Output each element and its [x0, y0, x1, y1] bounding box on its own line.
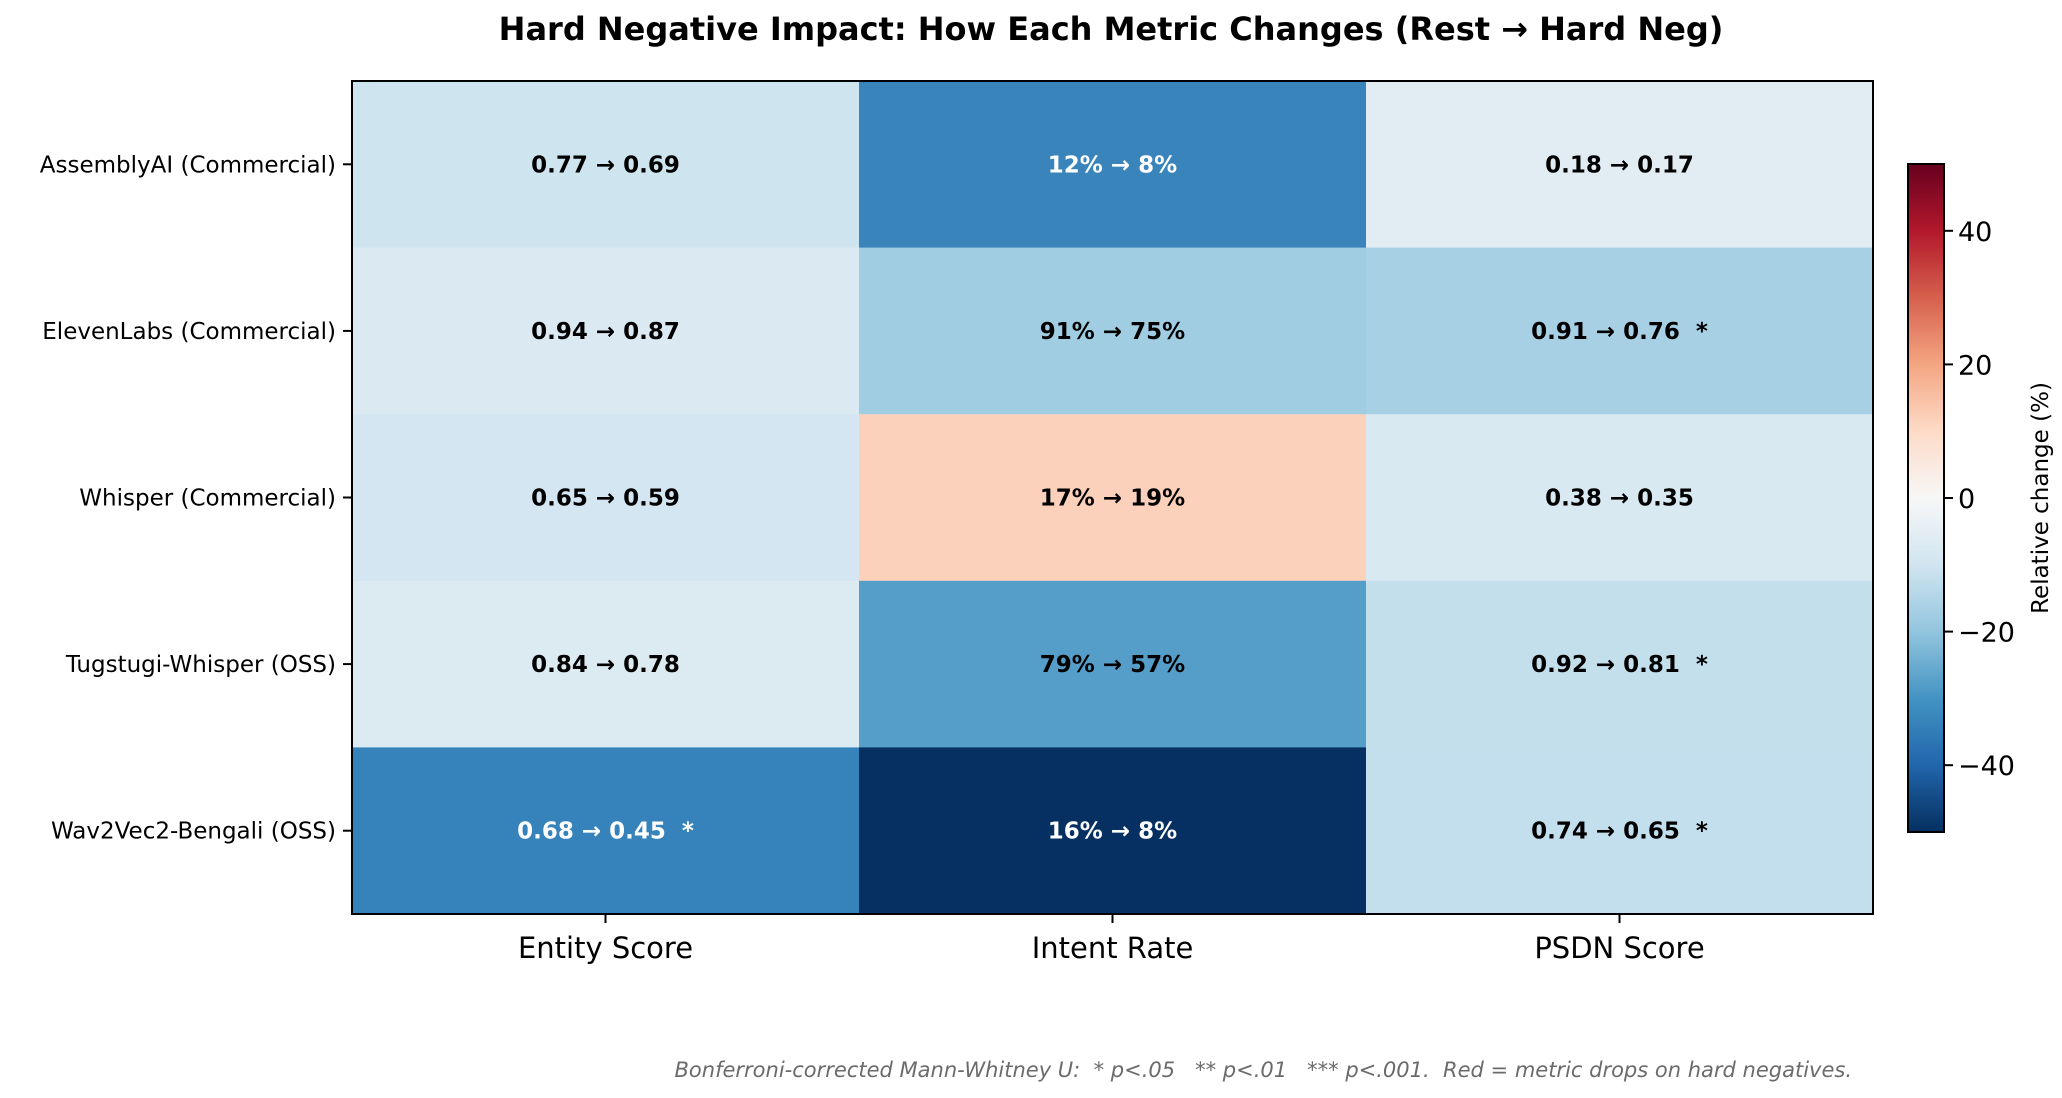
cell-label: 0.91 → 0.76 *: [1531, 319, 1708, 345]
cell-label: 0.77 → 0.69: [531, 152, 680, 178]
heatmap-cell: [859, 81, 1367, 249]
heatmap-cells: 0.77 → 0.69 12% → 8% 0.18 → 0.17 0.94 → 0.8…: [352, 81, 1874, 915]
colorbar-tick-label: 20: [1958, 350, 1992, 381]
cell-label: 79% → 57%: [1040, 652, 1185, 678]
cell-label: 12% → 8%: [1048, 152, 1177, 178]
column-labels: Entity Score Intent Rate PSDN Score: [518, 914, 1705, 965]
cell-label: 0.94 → 0.87: [531, 319, 680, 345]
cell-label: 0.18 → 0.17: [1545, 152, 1694, 178]
footnote: Bonferroni-corrected Mann-Whitney U: * p…: [675, 1058, 1852, 1082]
colorbar-gradient: [1907, 163, 1945, 833]
heatmap-cell: [352, 580, 860, 748]
row-label: Wav2Vec2-Bengali (OSS): [51, 819, 336, 845]
heatmap-cell: [1366, 247, 1874, 415]
row-label: Whisper (Commercial): [79, 486, 336, 512]
colorbar-label: Relative change (%): [2028, 382, 2054, 614]
heatmap-cell: [352, 247, 860, 415]
row-label: Tugstugi-Whisper (OSS): [65, 652, 336, 678]
cell-label: 16% → 8%: [1048, 819, 1177, 845]
colorbar-tick-label: 0: [1958, 484, 1975, 515]
column-label: Entity Score: [518, 931, 693, 965]
column-label: Intent Rate: [1032, 931, 1194, 965]
heatmap-cell: [1366, 580, 1874, 748]
colorbar-tick-label: −20: [1958, 618, 2015, 649]
cell-label: 0.84 → 0.78: [531, 652, 680, 678]
heatmap-cell: [1366, 81, 1874, 249]
row-labels: AssemblyAI (Commercial) ElevenLabs (Comme…: [40, 152, 352, 845]
cell-label: 0.65 → 0.59: [531, 486, 680, 512]
cell-label: 0.68 → 0.45 *: [517, 819, 694, 845]
column-label: PSDN Score: [1534, 931, 1704, 965]
heatmap-cell: [859, 414, 1367, 582]
heatmap-cell: [352, 747, 860, 915]
chart-title: Hard Negative Impact: How Each Metric Ch…: [499, 10, 1724, 48]
colorbar-ticks: 40 20 0 −20 −40: [1944, 217, 2015, 782]
row-label: ElevenLabs (Commercial): [42, 319, 336, 345]
cell-label: 17% → 19%: [1040, 486, 1185, 512]
heatmap-cell: [859, 580, 1367, 748]
row-label: AssemblyAI (Commercial): [40, 152, 336, 178]
colorbar-tick-label: −40: [1958, 751, 2015, 782]
cell-label: 0.38 → 0.35: [1545, 486, 1694, 512]
colorbar: 40 20 0 −20 −40 Relative change (%): [1907, 163, 2054, 833]
cell-label: 91% → 75%: [1040, 319, 1185, 345]
cell-label: 0.92 → 0.81 *: [1531, 652, 1708, 678]
heatmap-cell: [352, 414, 860, 582]
heatmap-cell: [1366, 747, 1874, 915]
heatmap-cell: [1366, 414, 1874, 582]
heatmap-cell: [352, 81, 860, 249]
colorbar-tick-label: 40: [1958, 217, 1992, 248]
heatmap-cell: [859, 247, 1367, 415]
heatmap-cell: [859, 747, 1367, 915]
cell-label: 0.74 → 0.65 *: [1531, 819, 1708, 845]
